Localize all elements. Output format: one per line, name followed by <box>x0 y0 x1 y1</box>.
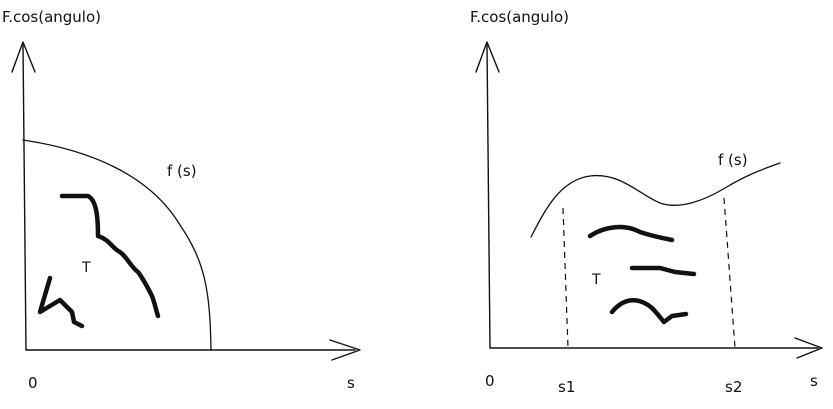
right-curve <box>530 162 781 238</box>
left-y-axis-label: F.cos(angulo) <box>2 8 101 26</box>
right-curve-label: f (s) <box>718 151 748 169</box>
right-y-axis-label: F.cos(angulo) <box>470 8 569 26</box>
left-shade-stroke-2 <box>37 275 85 329</box>
left-x-axis-arrow-icon <box>329 339 361 361</box>
right-y-axis-arrow-icon <box>475 41 500 73</box>
right-shade-stroke-2 <box>629 265 697 277</box>
left-y-axis <box>22 44 27 351</box>
left-area-label: T <box>81 260 91 276</box>
right-area-label: T <box>591 272 601 288</box>
right-y-axis <box>486 44 491 349</box>
right-x-axis-label: s <box>810 372 818 390</box>
right-bound-end-line <box>723 197 736 349</box>
right-bound-start-line <box>562 207 569 349</box>
left-graph: F.cos(angulo) f (s) T 0 s <box>2 8 361 392</box>
right-bound-start-label: s1 <box>558 378 575 396</box>
right-graph: F.cos(angulo) f (s) T 0 s1 s2 s <box>470 8 823 396</box>
left-y-axis-arrow-icon <box>11 41 36 73</box>
left-curve-label: f (s) <box>167 162 197 180</box>
right-bound-end-label: s2 <box>725 378 742 396</box>
left-x-axis-label: s <box>347 374 355 392</box>
right-shade-stroke-3 <box>609 298 689 325</box>
left-shade-stroke-1 <box>59 193 161 319</box>
left-curve <box>22 139 212 351</box>
left-origin-label: 0 <box>28 374 38 392</box>
right-origin-label: 0 <box>485 372 495 390</box>
right-x-axis-arrow-icon <box>794 337 823 359</box>
right-shade-stroke-1 <box>587 224 675 243</box>
